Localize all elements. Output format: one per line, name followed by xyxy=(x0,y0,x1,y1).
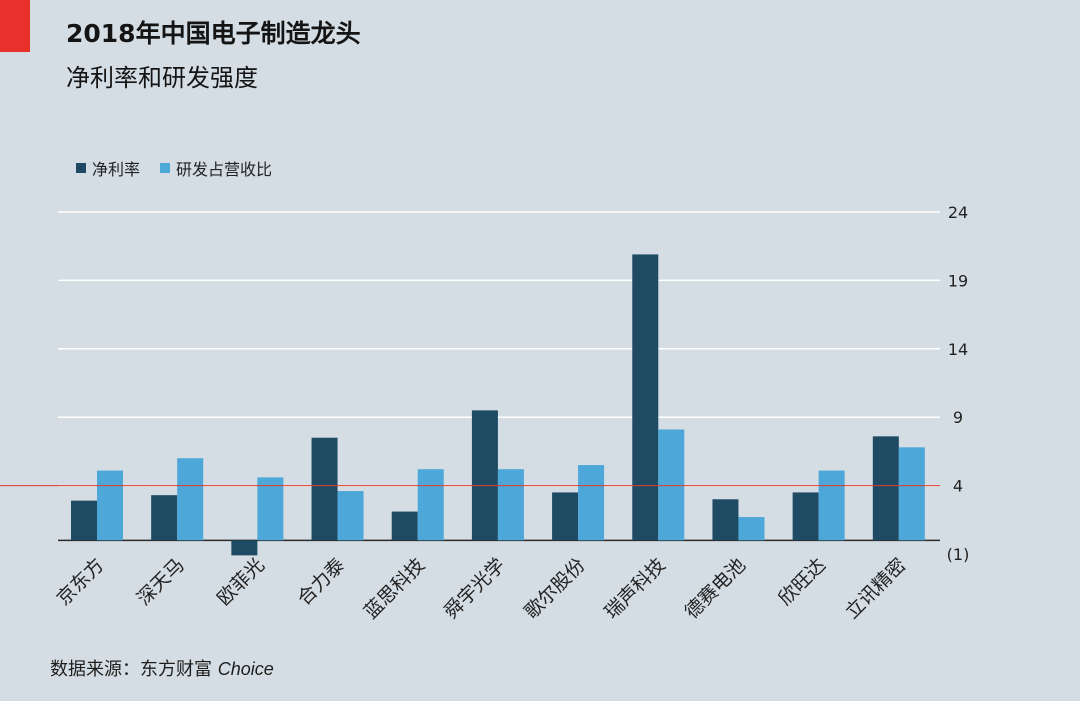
legend: 净利率 研发占营收比 xyxy=(76,156,272,180)
bar-rd-ratio xyxy=(497,469,524,541)
bar-rd-ratio xyxy=(177,458,204,541)
x-category-label: 欣旺达 xyxy=(774,554,830,610)
bar-net-margin xyxy=(311,437,338,541)
bar-net-margin xyxy=(792,492,819,541)
source-brand: Choice xyxy=(217,659,274,679)
y-tick-label: (1) xyxy=(947,545,970,564)
y-tick-label: 19 xyxy=(948,271,968,290)
x-category-label: 蓝思科技 xyxy=(360,554,429,623)
bar-net-margin xyxy=(712,499,739,541)
legend-label-net-margin: 净利率 xyxy=(92,160,141,179)
bar-rd-ratio xyxy=(337,491,364,541)
x-category-label: 舜宇光学 xyxy=(440,554,509,623)
bar-net-margin xyxy=(872,436,899,541)
bar-net-margin xyxy=(552,492,579,541)
x-category-label: 立讯精密 xyxy=(841,554,910,623)
x-category-label: 合力泰 xyxy=(293,554,349,610)
bar-chart: 24 19 14 9 4 (1) 京东方 深天马 欧菲光 合力泰 蓝思科技 舜宇光学 歌尔股份 瑞声科技德… xyxy=(0,203,970,623)
legend-swatch-rd-ratio xyxy=(160,163,171,173)
y-tick-label: 14 xyxy=(948,340,968,359)
bar-rd-ratio xyxy=(658,429,685,541)
y-tick-label: 24 xyxy=(948,203,968,222)
bar-rd-ratio xyxy=(578,465,605,541)
x-category-label: 京东方 xyxy=(53,554,109,610)
bar-rd-ratio xyxy=(257,477,284,541)
x-category-label: 欧菲光 xyxy=(213,554,269,610)
x-category-label: 歌尔股份 xyxy=(520,554,589,623)
bar-rd-ratio xyxy=(97,470,123,541)
legend-item-net-margin: 净利率 xyxy=(76,156,140,180)
accent-bar xyxy=(0,0,30,52)
legend-label-rd-ratio: 研发占营收比 xyxy=(176,160,273,179)
x-category-label: 德赛电池 xyxy=(681,554,750,623)
legend-swatch-net-margin xyxy=(76,163,86,173)
bar-rd-ratio xyxy=(738,517,765,541)
bar-rd-ratio xyxy=(898,447,925,541)
bar-net-margin xyxy=(151,495,178,541)
bar-net-margin xyxy=(471,410,498,541)
source-note: 数据来源：东方财富 Choice xyxy=(50,655,274,681)
bar-net-margin xyxy=(391,511,418,541)
bar-rd-ratio xyxy=(818,470,845,541)
x-category-label: 瑞声科技 xyxy=(601,554,670,623)
y-tick-label: 4 xyxy=(953,477,963,496)
x-category-label: 深天马 xyxy=(133,554,189,610)
y-tick-label: 9 xyxy=(953,408,963,427)
bar-net-margin xyxy=(71,500,97,541)
chart-title: 2018年中国电子制造龙头 xyxy=(66,19,361,48)
bar-net-margin xyxy=(231,540,258,556)
source-label: 数据来源：东方财富 xyxy=(50,659,218,680)
legend-item-rd-ratio: 研发占营收比 xyxy=(160,156,272,180)
bar-rd-ratio xyxy=(417,469,444,541)
chart-subtitle: 净利率和研发强度 xyxy=(66,64,258,92)
bar-net-margin xyxy=(632,254,659,541)
